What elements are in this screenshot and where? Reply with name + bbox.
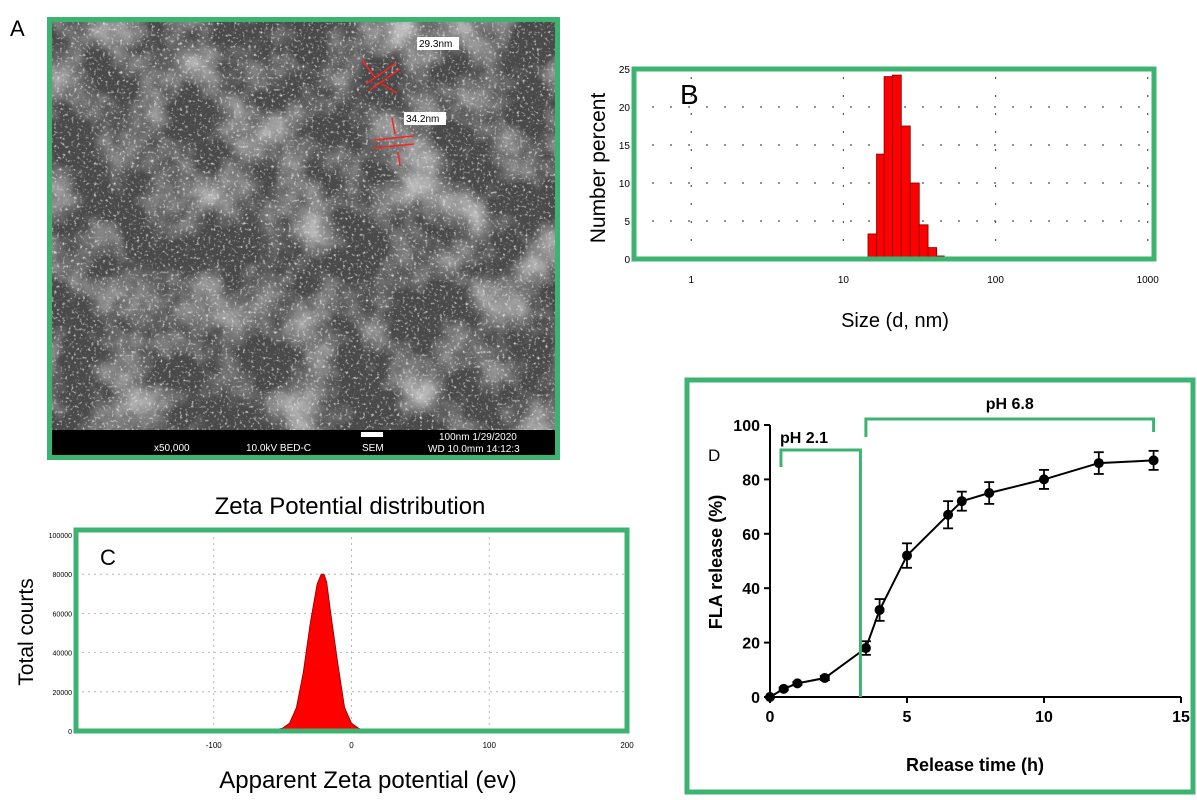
sem-measure-1: 29.3nm bbox=[361, 37, 459, 94]
panel-a-label: A bbox=[10, 16, 25, 41]
sem-mode: SEM bbox=[362, 443, 384, 454]
panel-d-point bbox=[943, 509, 954, 520]
panel-d-point bbox=[984, 488, 995, 498]
panel-d-y-tick-label: 60 bbox=[742, 527, 760, 544]
panel-d-frame bbox=[684, 377, 1196, 795]
panel-b-y-label: Number percent bbox=[587, 93, 610, 244]
panel-b-bar bbox=[900, 125, 911, 260]
panel-b-bar bbox=[876, 153, 885, 260]
panel-d-label: D bbox=[708, 446, 720, 465]
panel-d-point bbox=[1093, 458, 1104, 469]
panel-d-y-tick-label: 0 bbox=[751, 690, 760, 707]
panel-d-ph21-label: pH 2.1 bbox=[780, 430, 828, 447]
panel-c-x-tick-label: 200 bbox=[620, 741, 634, 750]
panel-b-y-tick-label: 10 bbox=[619, 179, 631, 190]
panel-c-y-tick-label: 100000 bbox=[49, 533, 72, 540]
sem-scale-bar bbox=[361, 432, 383, 437]
panel-d-x-label: Release time (h) bbox=[906, 755, 1044, 775]
panel-d-y-label: FLA release (%) bbox=[706, 495, 726, 629]
panel-c-y-tick-label: 40000 bbox=[53, 651, 73, 658]
panel-d-ph68-label: pH 6.8 bbox=[986, 396, 1034, 413]
sem-measure-2-box bbox=[404, 112, 446, 125]
panel-c-y-ticks: 0 20000 40000 60000 80000 100000 bbox=[49, 533, 72, 736]
panel-c-y-tick-label: 80000 bbox=[53, 572, 73, 579]
panel-b-label: B bbox=[680, 79, 699, 110]
panel-d-point bbox=[874, 604, 885, 615]
panel-b-bar bbox=[883, 76, 893, 260]
panel-d-x-tick-label: 10 bbox=[1035, 709, 1053, 726]
panel-b-y-tick-label: 20 bbox=[619, 103, 631, 114]
panel-c-label: C bbox=[100, 545, 116, 570]
panel-d-point bbox=[1039, 474, 1049, 485]
panel-d-point bbox=[956, 496, 967, 507]
sem-measure-1-box bbox=[417, 37, 459, 50]
panel-c-grid bbox=[76, 535, 627, 731]
panel-d-ph21-bracket bbox=[779, 448, 862, 697]
sem-measure-2-label: 34.2nm bbox=[406, 114, 439, 125]
panel-d-y-tick-label: 80 bbox=[742, 472, 760, 489]
sem-voltage: 10.0kV BED-C bbox=[246, 443, 311, 454]
panel-b-x-label: Size (d, nm) bbox=[841, 310, 949, 332]
sem-measure-1-label: 29.3nm bbox=[419, 39, 452, 50]
panel-b-x-tick-label: 1000 bbox=[1137, 275, 1160, 286]
panel-b-bar bbox=[867, 233, 877, 260]
panel-c-x-label: Apparent Zeta potential (ev) bbox=[219, 767, 517, 794]
panel-c-y-label: Total courts bbox=[15, 578, 38, 685]
sem-footer-bar bbox=[52, 430, 555, 455]
panel-d-ph68-bracket bbox=[864, 417, 1156, 437]
panel-b-x-tick-label: 1 bbox=[689, 275, 695, 286]
panel-b-y-tick-label: 0 bbox=[624, 255, 630, 266]
panel-c-frame bbox=[73, 527, 630, 734]
panel-c-x-ticks: -100 0 100 200 bbox=[206, 741, 634, 750]
panel-d-axes: 0 20 40 60 80 100 0 5 10 15 bbox=[733, 418, 1190, 726]
panel-b-bar bbox=[918, 224, 929, 260]
panel-d-y-tick-label: 40 bbox=[742, 581, 760, 598]
panel-d-point bbox=[792, 678, 803, 689]
panel-d-y-tick-label: 100 bbox=[733, 418, 760, 435]
panel-c-x-tick-label: -100 bbox=[206, 741, 223, 750]
panel-b-y-ticks: 0 5 10 15 20 25 bbox=[619, 65, 631, 266]
panel-d-x-tick-label: 5 bbox=[903, 709, 912, 726]
panel-b-bar bbox=[892, 74, 902, 260]
panel-d-y-tick-label: 20 bbox=[742, 636, 760, 653]
panel-d-point bbox=[1148, 455, 1159, 466]
panel-a: A x50,000 10.0kV BED-C SEM 100nm 1/29/20… bbox=[10, 16, 560, 460]
panel-d-point bbox=[778, 683, 789, 694]
panel-d-point bbox=[902, 550, 912, 561]
panel-b-bars bbox=[867, 74, 945, 260]
sem-magnification: x50,000 bbox=[154, 443, 190, 454]
panel-c-x-tick-label: 0 bbox=[349, 741, 354, 750]
panel-b-frame bbox=[631, 66, 1157, 262]
sem-wd-time: WD 10.0mm 14:12:3 bbox=[428, 444, 520, 455]
panel-b-bar bbox=[909, 182, 920, 260]
sem-scale-date: 100nm 1/29/2020 bbox=[439, 432, 517, 443]
panel-c-y-tick-label: 60000 bbox=[53, 611, 73, 618]
sem-footer: x50,000 10.0kV BED-C SEM 100nm 1/29/2020… bbox=[154, 432, 520, 455]
panel-d-annotations: pH 2.1 pH 6.8 bbox=[779, 396, 1156, 697]
panel-b-y-tick-label: 15 bbox=[619, 141, 631, 152]
sem-measure-2: 34.2nm bbox=[373, 112, 446, 167]
panel-b-x-ticks: 1 10 100 1000 bbox=[689, 275, 1160, 286]
panel-c-x-tick-label: 100 bbox=[483, 741, 497, 750]
panel-d: D 0 20 40 60 80 100 0 5 10 15 pH 2.1 pH 6.8 FLA re… bbox=[684, 377, 1196, 795]
panel-b-x-tick-label: 100 bbox=[987, 275, 1004, 286]
panel-b-x-tick-label: 10 bbox=[838, 275, 850, 286]
panel-d-x-tick-label: 0 bbox=[766, 709, 775, 726]
panel-c: Zeta Potential distribution C 0 20000 4000… bbox=[15, 493, 634, 794]
panel-c-area bbox=[268, 573, 366, 732]
panel-c-y-tick-label: 20000 bbox=[53, 690, 73, 697]
panel-c-y-tick-label: 0 bbox=[68, 729, 72, 736]
panel-d-x-tick-label: 15 bbox=[1172, 709, 1190, 726]
panel-b-y-tick-label: 25 bbox=[619, 65, 631, 76]
sem-texture bbox=[52, 22, 555, 430]
panel-c-title: Zeta Potential distribution bbox=[215, 493, 486, 520]
panel-b-y-tick-label: 5 bbox=[624, 217, 630, 228]
panel-b-grid bbox=[634, 69, 1154, 259]
panel-d-point bbox=[819, 672, 830, 683]
panel-b: B 0 5 10 15 20 25 1 10 100 1000 Number percent S… bbox=[587, 65, 1159, 332]
panel-d-series bbox=[765, 449, 1159, 702]
panel-d-point bbox=[860, 643, 871, 654]
panel-d-point bbox=[765, 692, 775, 702]
